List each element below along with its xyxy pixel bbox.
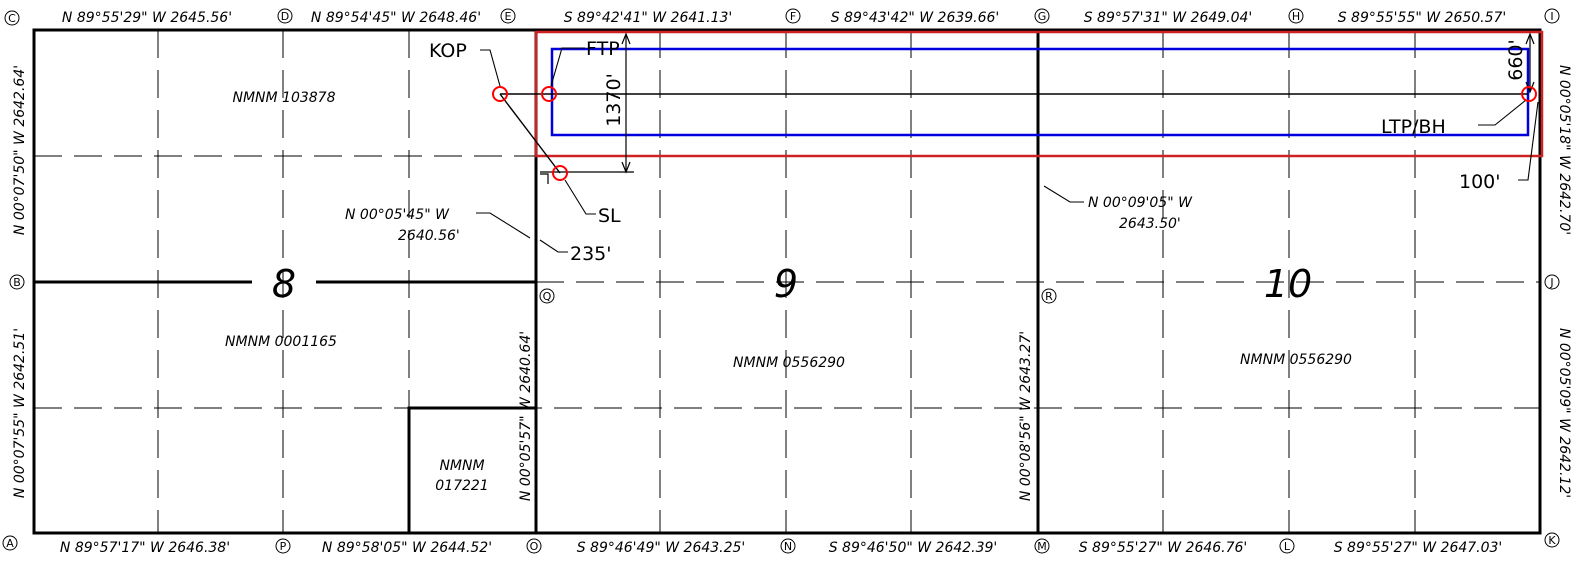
- bearing-p-o: N 89°58'05" W 2644.52': [322, 540, 492, 556]
- corner-d: D: [281, 10, 289, 23]
- corner-f: F: [790, 10, 796, 23]
- label-sl: SL: [598, 205, 621, 227]
- ftp-marker: [541, 86, 557, 102]
- lease-nmnm-017221-line2: 017221: [435, 478, 488, 494]
- well-labels: KOP FTP SL LTP/BH 1370' 660' 235' 100': [429, 38, 1527, 265]
- bearing-l-k: S 89°55'27" W 2647.03': [1334, 540, 1503, 556]
- bearing-m-r: N 00°08'56" W 2643.27': [1018, 331, 1034, 501]
- corner-o: O: [530, 540, 539, 553]
- bearing-n-m: S 89°46'50" W 2642.39': [829, 540, 998, 556]
- bottom-bearings: N 89°57'17" W 2646.38' N 89°58'05" W 264…: [60, 540, 1502, 556]
- bearing-h-i: S 89°55'55" W 2650.57': [1338, 10, 1507, 26]
- corner-h: H: [1292, 10, 1300, 23]
- lease-nmnm-0556290-sec10: NMNM 0556290: [1240, 352, 1352, 368]
- bearing-f-g: S 89°43'42" W 2639.66': [831, 10, 1000, 26]
- corner-q: Q: [543, 290, 552, 303]
- dimension-lines: [540, 32, 1535, 184]
- label-235: 235': [570, 243, 612, 265]
- corner-letters: C D E F G H I B J A P O N M L K Q R: [6, 10, 1556, 553]
- bearing-q-e-line2: 2640.56': [398, 228, 460, 244]
- bearing-q-e-line1: N 00°05'45" W: [345, 207, 450, 223]
- corner-circles: [2, 8, 1560, 554]
- corner-n: N: [784, 540, 792, 553]
- well-markers: [492, 86, 1537, 181]
- bearing-o-n: S 89°46'49" W 2643.25': [577, 540, 746, 556]
- corner-c: C: [8, 12, 16, 25]
- label-660: 660': [1505, 39, 1527, 81]
- bearing-k-j: N 00°05'09" W 2642.12': [1556, 328, 1572, 498]
- bearing-c-d: N 89°55'29" W 2645.56': [62, 10, 232, 26]
- lease-nmnm-017221-line1: NMNM: [439, 458, 484, 474]
- kop-marker: [492, 86, 508, 102]
- ltp-marker: [1521, 86, 1537, 102]
- lease-nmnm-103878: NMNM 103878: [233, 90, 336, 106]
- label-1370: 1370': [603, 73, 625, 127]
- section-numbers: 8 9 10: [272, 262, 1312, 306]
- bearing-r-g-line2: 2643.50': [1119, 216, 1181, 232]
- section-10: 10: [1264, 262, 1312, 306]
- corner-m: M: [1037, 540, 1047, 553]
- corner-i: I: [1550, 10, 1553, 23]
- setback-outline: [550, 47, 1530, 137]
- corner-b: B: [13, 276, 21, 289]
- lease-labels: NMNM 103878 NMNM 0001165 NMNM 017221 NMN…: [225, 90, 1352, 494]
- lease-nmnm-0556290-sec9: NMNM 0556290: [733, 355, 845, 371]
- section-8: 8: [272, 262, 296, 306]
- sl-marker: [552, 165, 568, 181]
- bearing-a-p: N 89°57'17" W 2646.38': [60, 540, 230, 556]
- corner-k: K: [1548, 534, 1556, 547]
- bearing-o-q: N 00°05'57" W 2640.64': [518, 331, 534, 501]
- well-path: [499, 93, 1528, 174]
- lease-nmnm-0001165: NMNM 0001165: [225, 334, 337, 350]
- section-lines: [32, 28, 1542, 535]
- bearing-e-f: S 89°42'41" W 2641.13': [564, 10, 733, 26]
- corner-e: E: [505, 10, 512, 23]
- corner-j: J: [1549, 276, 1553, 289]
- label-ftp: FTP: [586, 38, 620, 60]
- leader-lines: [476, 47, 1539, 253]
- corner-a: A: [6, 537, 14, 550]
- label-ltp-bh: LTP/BH: [1381, 116, 1446, 138]
- interior-bearings: N 00°05'45" W 2640.56' N 00°09'05" W 264…: [345, 195, 1193, 244]
- bearing-j-i: N 00°05'18" W 2642.70': [1556, 65, 1572, 235]
- bearing-m-l: S 89°55'27" W 2646.76': [1079, 540, 1248, 556]
- corner-l: L: [1284, 540, 1291, 553]
- corner-r: R: [1045, 290, 1053, 303]
- bearing-r-g-line1: N 00°09'05" W: [1088, 195, 1193, 211]
- corner-p: P: [280, 540, 287, 553]
- corner-g: G: [1038, 10, 1047, 23]
- bearing-d-e: N 89°54'45" W 2648.46': [311, 10, 481, 26]
- section-9: 9: [774, 262, 798, 306]
- side-bearings: N 00°07'50" W 2642.64' N 00°07'55" W 264…: [12, 65, 1572, 501]
- top-bearings: N 89°55'29" W 2645.56' N 89°54'45" W 264…: [62, 10, 1506, 26]
- bearing-b-c: N 00°07'50" W 2642.64': [12, 65, 28, 235]
- label-100: 100': [1459, 171, 1501, 193]
- bearing-a-b: N 00°07'55" W 2642.51': [12, 328, 28, 498]
- label-kop: KOP: [429, 40, 467, 62]
- bearing-g-h: S 89°57'31" W 2649.04': [1084, 10, 1253, 26]
